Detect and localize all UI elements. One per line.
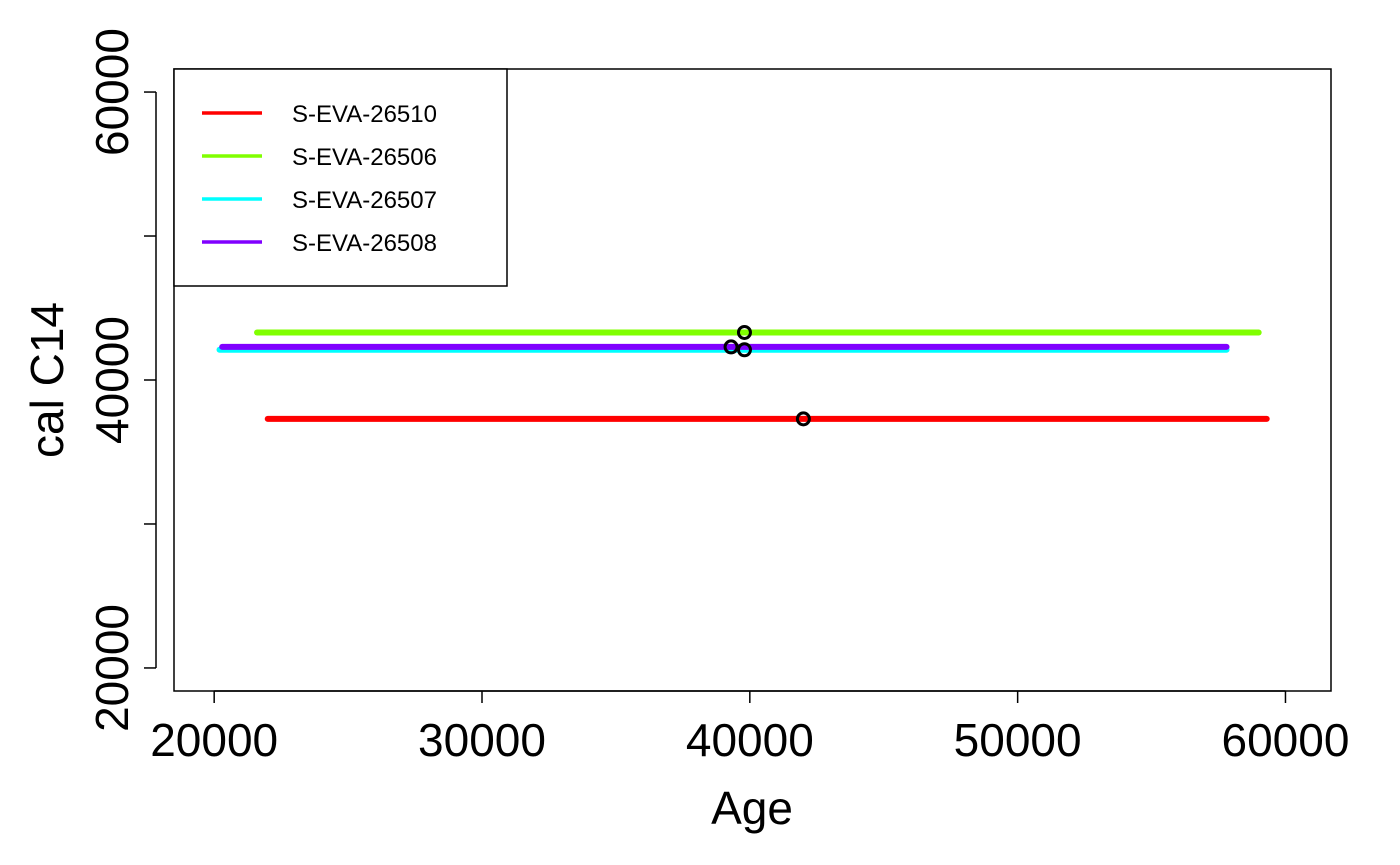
legend: S-EVA-26510 S-EVA-26506 S-EVA-26507 S-EVA-2…	[173, 68, 508, 287]
legend-label: S-EVA-26506	[292, 144, 437, 171]
y-tick-label: 40000	[86, 316, 138, 444]
x-tick-label: 20000	[150, 714, 278, 766]
series-point-S-EVA-26506	[736, 324, 752, 340]
x-axis-title: Age	[711, 782, 793, 834]
series-point-S-EVA-26507	[736, 342, 752, 358]
y-axis: 20000 40000 60000	[86, 28, 157, 732]
series-layer	[216, 324, 1270, 427]
legend-label: S-EVA-26510	[292, 101, 437, 128]
y-axis-title: cal C14	[21, 302, 73, 458]
series-point-S-EVA-26510	[795, 411, 811, 427]
x-tick-label: 40000	[686, 714, 814, 766]
y-tick-label: 20000	[86, 604, 138, 732]
x-tick-label: 50000	[954, 714, 1082, 766]
series-point-S-EVA-26508	[723, 339, 739, 355]
x-tick-label: 60000	[1222, 714, 1350, 766]
legend-box	[173, 68, 508, 287]
legend-label: S-EVA-26507	[292, 187, 437, 214]
x-axis: 20000 30000 40000 50000 60000	[150, 690, 1350, 766]
x-tick-label: 30000	[418, 714, 546, 766]
y-tick-label: 60000	[86, 28, 138, 156]
legend-label: S-EVA-26508	[292, 230, 437, 257]
